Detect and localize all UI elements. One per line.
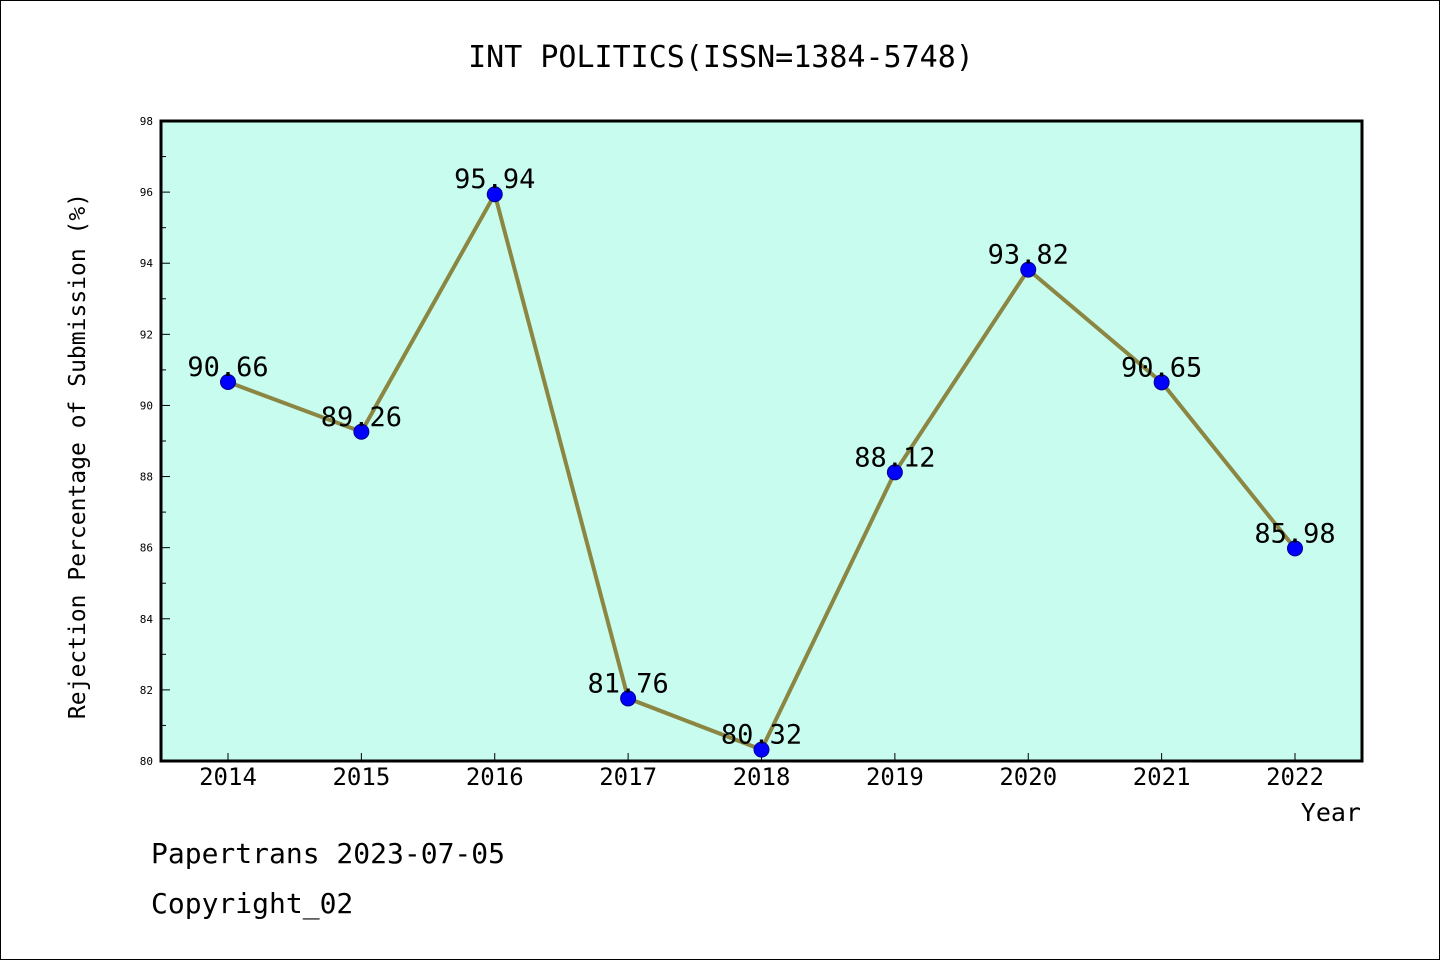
x-tick-label: 2018 xyxy=(733,763,791,791)
data-point xyxy=(1020,261,1037,278)
data-point xyxy=(1287,540,1303,557)
y-tick-label: 88 xyxy=(140,471,153,484)
data-label: 90.65 xyxy=(1121,352,1202,383)
plot-border xyxy=(159,119,1364,763)
x-tick-label: 2019 xyxy=(866,763,924,791)
data-point xyxy=(220,373,236,390)
data-point xyxy=(353,423,370,440)
y-axis: 80 82 84 86 88 90 92 94 96 98 xyxy=(140,115,170,768)
data-label: 90.66 xyxy=(187,352,268,383)
data-label: 88.12 xyxy=(854,442,935,473)
x-tick-label: 2020 xyxy=(999,763,1057,791)
data-label: 93.82 xyxy=(988,240,1069,271)
y-tick-label: 96 xyxy=(140,186,153,199)
y-tick-label: 86 xyxy=(140,542,153,555)
data-label: 95.94 xyxy=(454,164,535,195)
x-tick-label: 2017 xyxy=(599,763,657,791)
y-tick-label: 80 xyxy=(140,755,153,768)
data-point xyxy=(486,186,503,203)
data-label: 80.32 xyxy=(721,720,802,751)
footer-copyright: Copyright_02 xyxy=(151,887,354,920)
data-point xyxy=(886,464,903,481)
x-tick-label: 2021 xyxy=(1133,763,1191,791)
x-tick-label: 2014 xyxy=(199,763,257,791)
y-tick-label: 82 xyxy=(140,684,153,697)
y-tick-label: 94 xyxy=(140,257,154,270)
data-point xyxy=(1153,374,1170,391)
data-point xyxy=(620,690,637,707)
y-tick-label: 90 xyxy=(140,399,153,412)
y-tick-label: 92 xyxy=(140,328,153,341)
y-axis-label: Rejection Percentage of Submission (%) xyxy=(65,193,91,719)
y-tick-label: 84 xyxy=(140,613,154,626)
data-label: 85.98 xyxy=(1254,518,1335,549)
x-axis-label: Year xyxy=(1301,798,1361,827)
data-label: 81.76 xyxy=(587,668,668,699)
x-tick-label: 2022 xyxy=(1266,763,1324,791)
footer-date: Papertrans 2023-07-05 xyxy=(151,837,506,870)
x-tick-label: 2016 xyxy=(466,763,524,791)
series-layer: 90.66 89.26 95.94 81.76 80.32 88.12 93.82 90.65… xyxy=(187,164,1336,758)
x-axis: 2014 2015 2016 2017 2018 2019 2020 2021 2022 xyxy=(199,753,1324,791)
data-point xyxy=(753,741,770,758)
data-label: 89.26 xyxy=(321,402,402,433)
y-tick-label: 98 xyxy=(140,115,153,128)
plot-area xyxy=(161,121,1362,761)
x-tick-label: 2015 xyxy=(332,763,390,791)
chart-title: INT POLITICS(ISSN=1384-5748) xyxy=(468,40,974,75)
